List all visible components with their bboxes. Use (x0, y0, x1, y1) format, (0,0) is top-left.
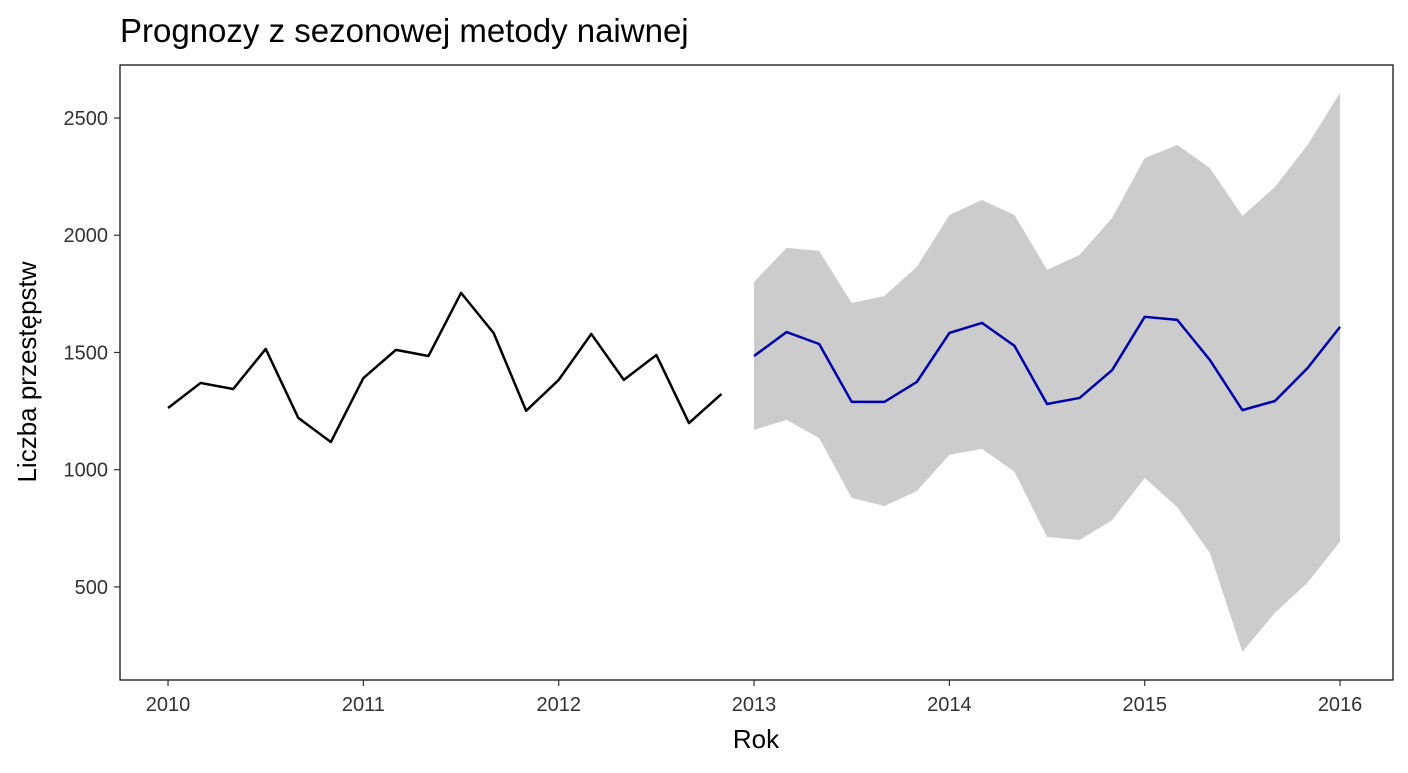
x-tick-label: 2010 (146, 694, 191, 716)
x-tick-label: 2013 (732, 694, 777, 716)
plot-frame (119, 64, 1394, 681)
series-line (167, 291, 723, 444)
x-tick-label: 2016 (1318, 694, 1363, 716)
y-tick-label: 500 (75, 577, 108, 599)
chart-title: Prognozy z sezonowej metody naiwnej (120, 12, 689, 49)
y-tick-label: 1000 (64, 460, 109, 482)
y-tick-label: 2500 (64, 108, 109, 130)
x-tick-label: 2012 (536, 694, 581, 716)
y-tick-label: 1500 (64, 342, 109, 364)
prediction-interval (754, 92, 1341, 652)
x-tick-label: 2014 (927, 694, 972, 716)
x-tick-label: 2011 (342, 694, 385, 716)
y-tick-label: 2000 (64, 225, 109, 247)
series-line (753, 315, 1342, 412)
x-tick-label: 2015 (1122, 694, 1167, 716)
x-axis-label: Rok (733, 724, 780, 754)
y-axis-label: Liczba przestępstw (12, 261, 42, 482)
